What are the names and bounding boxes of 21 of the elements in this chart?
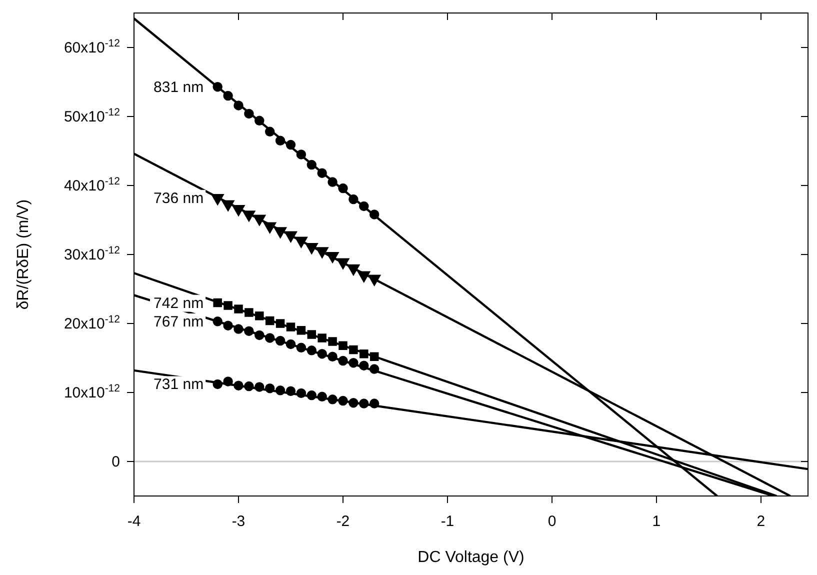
x-tick-label: -1 bbox=[440, 513, 454, 530]
series-label: 742 nm bbox=[154, 294, 204, 312]
x-tick-label: -4 bbox=[127, 513, 141, 530]
x-tick-label: 2 bbox=[756, 513, 766, 530]
y-tick-label: 20x10$^{-12}$ bbox=[64, 314, 120, 332]
y-tick-label: 30x10$^{-12}$ bbox=[64, 244, 120, 264]
y-axis-title: δR/(RδE) (m/V) bbox=[15, 199, 32, 310]
y-tick-label: 40x10$^{-12}$ bbox=[64, 176, 120, 194]
series-label: 731 nm bbox=[154, 376, 204, 394]
y-tick-label: 0 bbox=[112, 454, 120, 470]
y-tick-label: 50x10$^{-12}$ bbox=[64, 106, 120, 126]
series-label: 736 nm bbox=[154, 190, 204, 207]
x-tick-label: 0 bbox=[548, 513, 556, 530]
y-tick-label: 10x10$^{-12}$ bbox=[64, 382, 120, 402]
x-axis-title: DC Voltage (V) bbox=[418, 549, 524, 566]
x-tick-label: -2 bbox=[336, 513, 350, 530]
x-tick-label: 1 bbox=[652, 513, 661, 530]
series-label: 831 nm bbox=[154, 78, 204, 96]
y-tick-label: 60x10$^{-12}$ bbox=[64, 38, 120, 56]
series-label: 767 nm bbox=[154, 313, 204, 330]
x-tick-label: -3 bbox=[232, 513, 246, 530]
